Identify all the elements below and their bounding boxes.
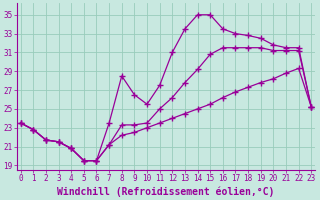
X-axis label: Windchill (Refroidissement éolien,°C): Windchill (Refroidissement éolien,°C) (57, 186, 275, 197)
